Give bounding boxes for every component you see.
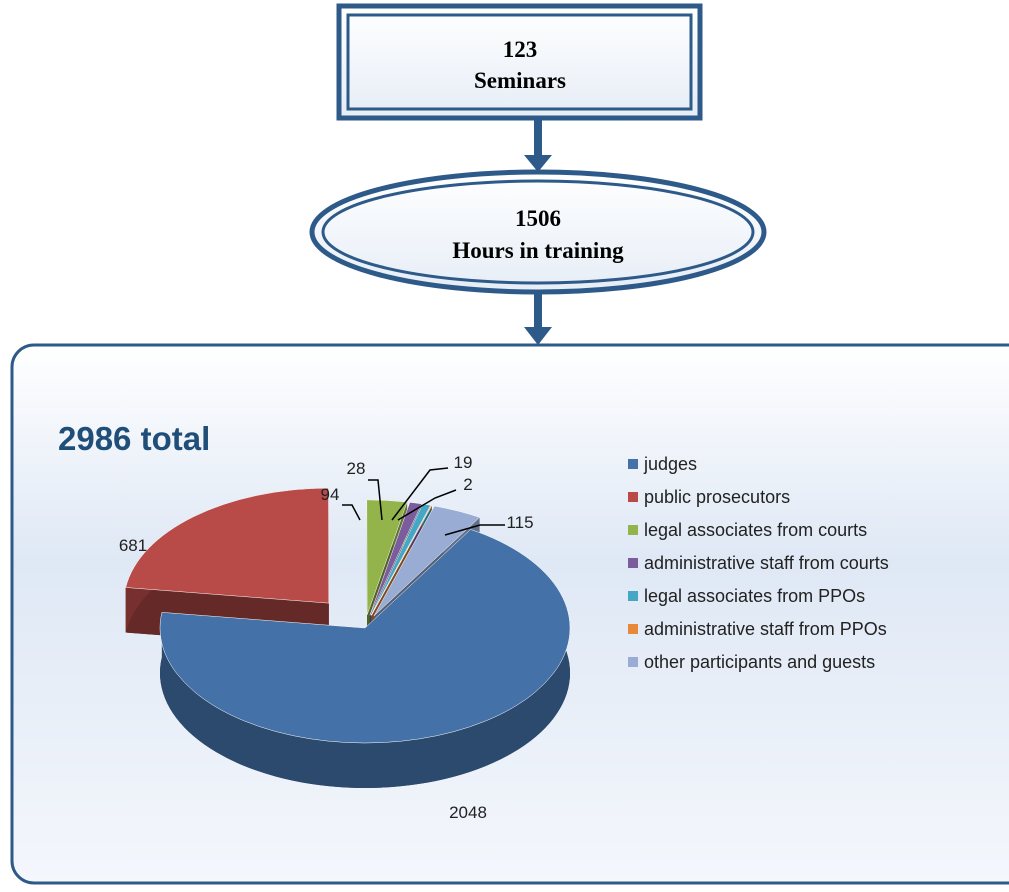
legend-label: public prosecutors <box>644 487 790 507</box>
data-label: 19 <box>454 453 473 472</box>
slice <box>370 503 431 616</box>
leader-line <box>342 504 361 521</box>
data-label: 681 <box>119 536 147 555</box>
seminars-value: 123 <box>503 37 538 62</box>
legend-swatch <box>628 525 638 535</box>
pie <box>125 487 571 788</box>
hours-value: 1506 <box>515 206 561 231</box>
data-label: 94 <box>321 485 340 504</box>
data-label: 115 <box>506 513 533 532</box>
leader-line <box>368 479 383 521</box>
seminars-box-inner <box>346 13 693 111</box>
legend-swatch <box>628 558 638 568</box>
legend-label: legal associates from PPOs <box>644 586 865 606</box>
legend-swatch <box>628 591 638 601</box>
slice <box>159 529 571 744</box>
legend-label: administrative staff from courts <box>644 553 889 573</box>
hours-ellipse <box>309 169 767 295</box>
data-label: 2048 <box>449 803 487 822</box>
legend-swatch <box>628 459 638 469</box>
slice <box>369 502 422 616</box>
legend-swatch <box>628 624 638 634</box>
slice <box>373 505 481 617</box>
hours-label: Hours in training <box>452 238 624 263</box>
leader-line <box>444 524 505 536</box>
leader-line <box>397 489 457 521</box>
slice <box>371 505 433 616</box>
seminars-label: Seminars <box>474 68 566 93</box>
legend-label: other participants and guests <box>644 652 875 672</box>
slice <box>125 487 330 604</box>
legend-label: judges <box>643 454 697 474</box>
legend-label: legal associates from courts <box>644 520 867 540</box>
arrow-head <box>524 327 552 345</box>
chart-title: 2986 total <box>58 420 210 457</box>
data-label: 2 <box>463 475 472 494</box>
hours-ellipse-inner <box>321 179 755 285</box>
leader-line <box>391 467 449 521</box>
seminars-box <box>336 3 703 121</box>
legend-swatch <box>628 657 638 667</box>
legend-swatch <box>628 492 638 502</box>
legend-label: administrative staff from PPOs <box>644 619 887 639</box>
arrow-head <box>524 155 552 172</box>
data-label: 28 <box>347 459 366 478</box>
slice <box>366 499 408 615</box>
